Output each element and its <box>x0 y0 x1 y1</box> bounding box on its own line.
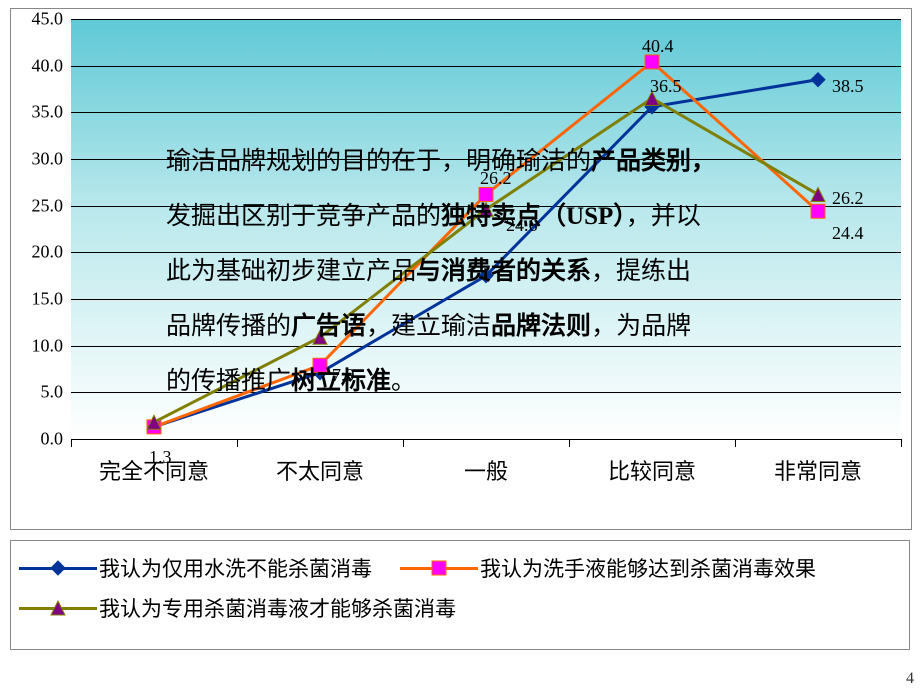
overlay-bold: 树立标准 <box>291 368 391 395</box>
legend-swatch <box>400 554 478 582</box>
x-tick <box>569 439 570 447</box>
y-tick-label: 10.0 <box>11 335 63 356</box>
x-tick <box>735 439 736 447</box>
data-label: 40.4 <box>642 36 674 57</box>
overlay-text: ，并以 <box>626 203 701 230</box>
legend-panel: 我认为仅用水洗不能杀菌消毒 我认为洗手液能够达到杀菌消毒效果我认为专用杀菌消毒液才… <box>10 540 910 650</box>
y-tick-label: 0.0 <box>11 429 63 450</box>
grid-line <box>71 66 901 67</box>
overlay-text: ，建立瑜洁 <box>366 313 491 340</box>
x-tick-label: 非常同意 <box>774 454 862 486</box>
y-tick-label: 15.0 <box>11 289 63 310</box>
overlay-text: 。 <box>391 368 416 395</box>
x-tick-label: 比较同意 <box>608 454 696 486</box>
overlay-text: 品牌传播的 <box>166 313 291 340</box>
x-tick <box>71 439 72 447</box>
y-tick-label: 25.0 <box>11 195 63 216</box>
overlay-bold: 品牌法则 <box>491 313 591 340</box>
data-label: 1.3 <box>149 447 172 468</box>
x-tick <box>901 439 902 447</box>
y-tick-label: 20.0 <box>11 242 63 263</box>
x-tick <box>403 439 404 447</box>
y-tick-label: 35.0 <box>11 102 63 123</box>
overlay-text: 瑜洁品牌规划的目的在于，明确瑜洁的 <box>166 148 591 175</box>
grid-line <box>71 19 901 20</box>
x-tick <box>237 439 238 447</box>
legend-item: 我认为洗手液能够达到杀菌消毒效果 <box>400 553 816 583</box>
overlay-bold: 与消费者的关系 <box>416 258 591 285</box>
overlay-bold: 独特卖点（USP） <box>441 203 626 230</box>
overlay-bold: 广告语 <box>291 313 366 340</box>
overlay-text: 发掘出区别于竞争产品的 <box>166 203 441 230</box>
y-tick-label: 5.0 <box>11 382 63 403</box>
slide-container: 0.05.010.015.020.025.030.035.040.045.0 完… <box>0 0 920 690</box>
legend-label: 我认为仅用水洗不能杀菌消毒 <box>99 553 372 583</box>
x-tick-label: 一般 <box>464 454 508 486</box>
page-number: 4 <box>906 670 914 688</box>
legend-item: 我认为仅用水洗不能杀菌消毒 <box>19 553 372 583</box>
y-tick-label: 40.0 <box>11 55 63 76</box>
y-tick-label: 30.0 <box>11 149 63 170</box>
overlay-paragraph: 瑜洁品牌规划的目的在于，明确瑜洁的产品类别， 发掘出区别于竞争产品的独特卖点（U… <box>166 134 866 409</box>
x-axis <box>71 439 901 440</box>
legend-swatch <box>19 594 97 622</box>
overlay-text: 此为基础初步建立产品 <box>166 258 416 285</box>
legend-label: 我认为专用杀菌消毒液才能够杀菌消毒 <box>99 593 456 623</box>
x-tick-label: 不太同意 <box>276 454 364 486</box>
chart-panel: 0.05.010.015.020.025.030.035.040.045.0 完… <box>10 8 912 530</box>
overlay-text: ，为品牌 <box>591 313 691 340</box>
legend-row: 我认为仅用水洗不能杀菌消毒 我认为洗手液能够达到杀菌消毒效果我认为专用杀菌消毒液才… <box>19 553 901 633</box>
overlay-text: ，提练出 <box>591 258 691 285</box>
legend-swatch <box>19 554 97 582</box>
grid-line <box>71 112 901 113</box>
overlay-text: 的传播推广 <box>166 368 291 395</box>
data-label: 38.5 <box>832 76 864 97</box>
legend-label: 我认为洗手液能够达到杀菌消毒效果 <box>480 553 816 583</box>
legend-item: 我认为专用杀菌消毒液才能够杀菌消毒 <box>19 593 456 623</box>
overlay-bold: 产品类别， <box>591 148 716 175</box>
y-tick-label: 45.0 <box>11 9 63 30</box>
data-label: 36.5 <box>650 76 682 97</box>
